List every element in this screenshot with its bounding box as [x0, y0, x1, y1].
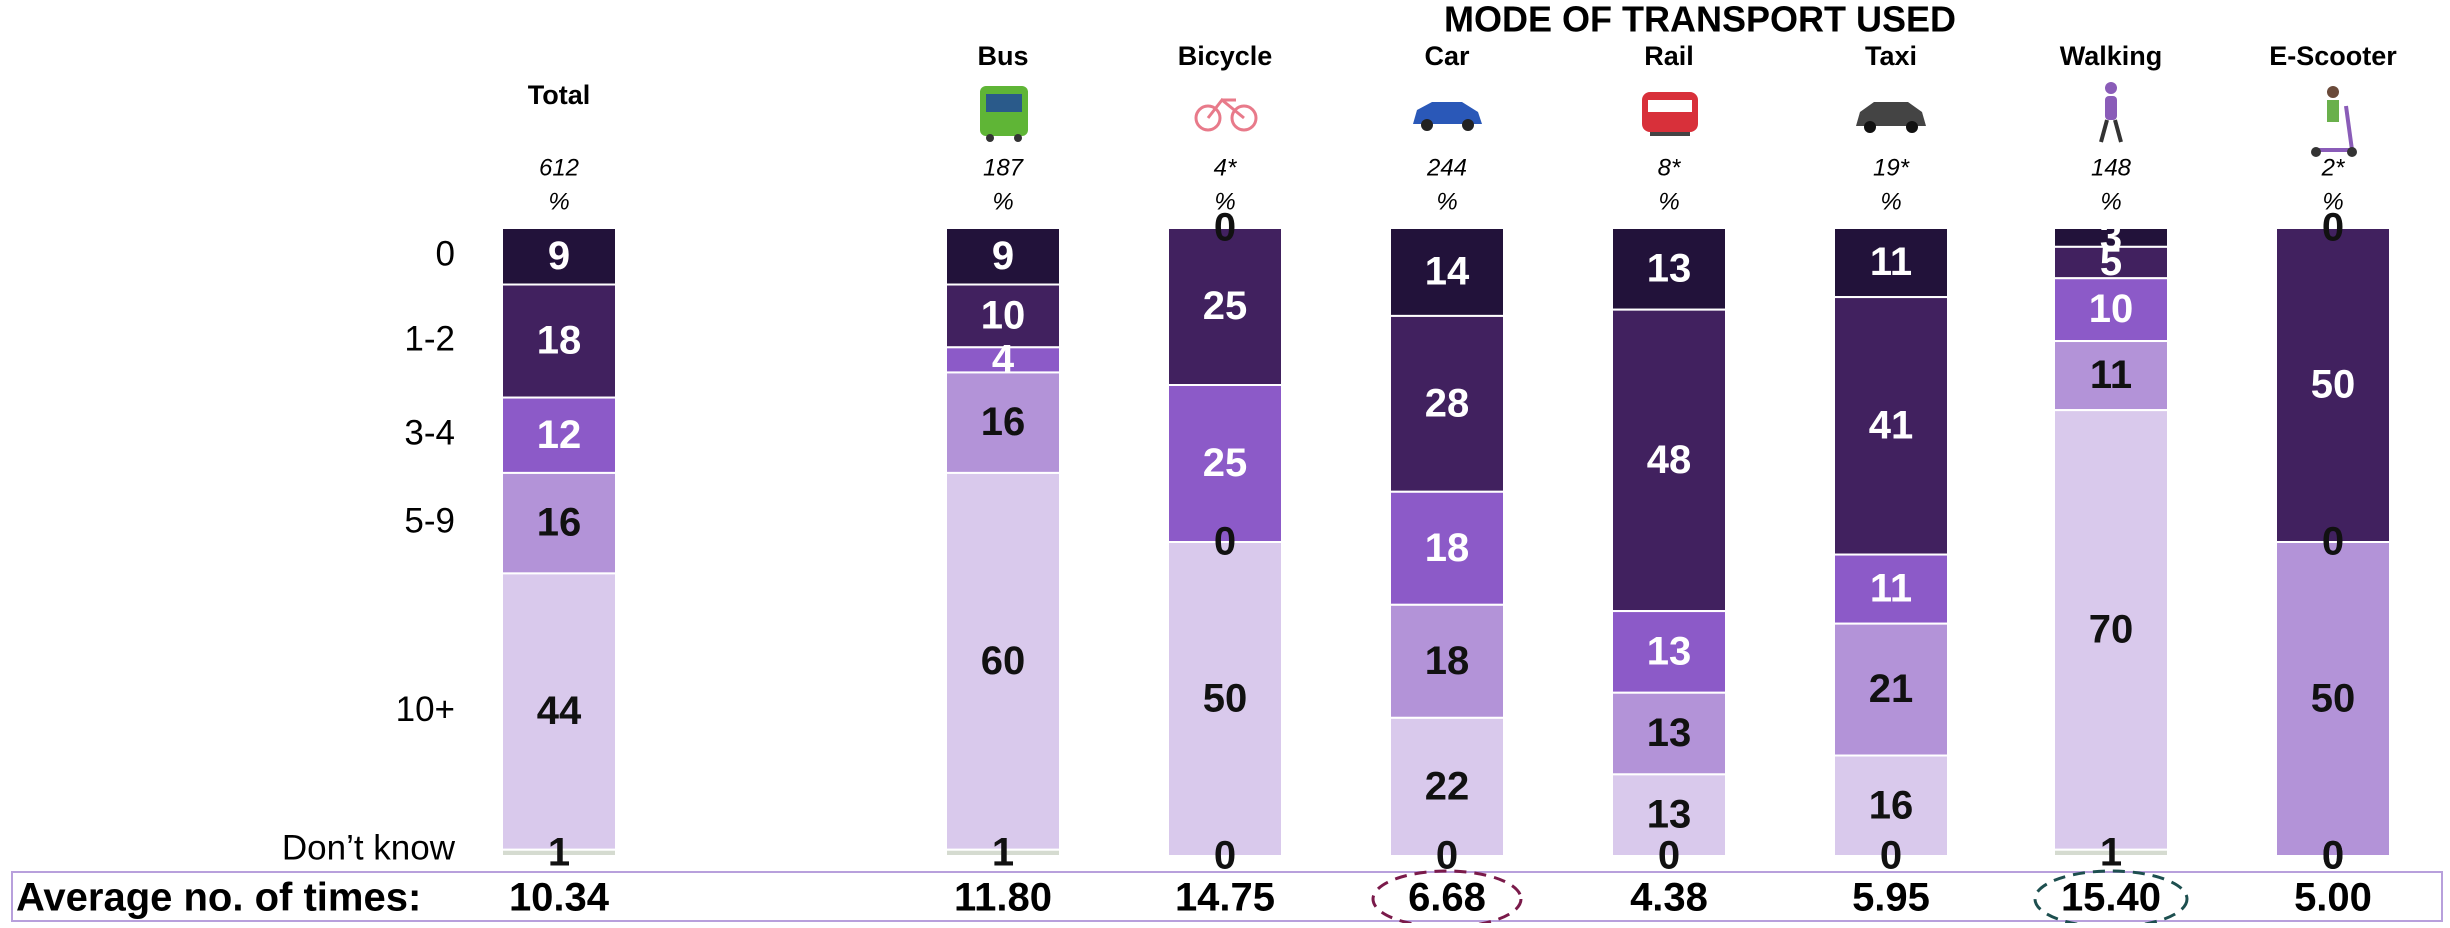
- segment-label: 5: [2100, 240, 2122, 284]
- segment-label: 50: [2311, 363, 2356, 407]
- page: {"chart_data": { "type": "bar", "stacked…: [0, 0, 2450, 923]
- row-label: Don’t know: [282, 828, 456, 867]
- average-value: 5.00: [2294, 876, 2372, 920]
- base-size: 187: [983, 154, 1025, 181]
- segment-label: 13: [1647, 711, 1692, 755]
- segment-label: 16: [537, 501, 582, 545]
- segment-label: 13: [1647, 629, 1692, 673]
- unit-label: %: [992, 188, 1013, 215]
- segment-label: 10: [981, 293, 1026, 337]
- base-size: 148: [2091, 154, 2132, 181]
- chart-title: MODE OF TRANSPORT USED: [1444, 0, 1956, 40]
- category-label: Total: [528, 80, 591, 110]
- bus-icon: [980, 86, 1028, 142]
- segment-label: 16: [981, 400, 1026, 444]
- unit-label: %: [1880, 188, 1901, 215]
- segment-label: 0: [2322, 520, 2344, 564]
- segment-label: 0: [1214, 206, 1236, 250]
- segment-label: 18: [1425, 526, 1470, 570]
- segment-label: 18: [537, 319, 582, 363]
- segment-label: 25: [1203, 441, 1248, 485]
- segment-label: 1: [992, 830, 1014, 874]
- segment-label: 0: [1214, 520, 1236, 564]
- segment-label: 14: [1425, 250, 1470, 294]
- e-scooter-icon: [2311, 86, 2357, 157]
- segment-label: 11: [1870, 240, 1912, 284]
- average-label: Average no. of times:: [16, 876, 421, 920]
- segment-label: 0: [2322, 834, 2344, 878]
- average-value: 14.75: [1175, 876, 1275, 920]
- base-size: 244: [1426, 154, 1467, 181]
- segment-label: 12: [537, 413, 582, 457]
- base-size: 4*: [1214, 154, 1237, 181]
- unit-label: %: [2100, 188, 2121, 215]
- row-label: 0: [436, 235, 455, 274]
- car-icon: [1413, 102, 1482, 131]
- segment-label: 0: [1880, 834, 1902, 878]
- base-size: 8*: [1658, 154, 1681, 181]
- segment-label: 1: [548, 830, 570, 874]
- segment-label: 11: [1870, 567, 1912, 611]
- base-size: 2*: [2321, 154, 2345, 181]
- segment-label: 18: [1425, 639, 1470, 683]
- segment-label: 1: [2100, 830, 2122, 874]
- segment-label: 48: [1647, 438, 1692, 482]
- row-label: 5-9: [404, 501, 455, 540]
- segment-label: 13: [1647, 246, 1692, 290]
- segment-label: 41: [1869, 403, 1914, 447]
- row-label: 3-4: [404, 413, 455, 452]
- segment-label: 0: [2322, 206, 2344, 250]
- taxi-icon: [1856, 102, 1926, 133]
- segment-label: 0: [1658, 834, 1680, 878]
- rail-icon: [1642, 92, 1698, 136]
- segment-label: 21: [1869, 667, 1914, 711]
- unit-label: %: [548, 188, 569, 215]
- walking-icon: [2101, 82, 2121, 142]
- segment-label: 50: [2311, 677, 2356, 721]
- average-value: 15.40: [2061, 876, 2161, 920]
- segment-label: 0: [1436, 834, 1458, 878]
- segment-label: 25: [1203, 284, 1248, 328]
- bicycle-icon: [1196, 100, 1256, 130]
- segment-label: 22: [1425, 764, 1470, 808]
- segment-label: 13: [1647, 793, 1692, 837]
- segment-label: 0: [1214, 834, 1236, 878]
- segment-label: 16: [1869, 783, 1914, 827]
- segment-label: 50: [1203, 677, 1248, 721]
- segment-label: 10: [2089, 287, 2134, 331]
- average-value: 10.34: [509, 876, 610, 920]
- category-label: Bus: [977, 41, 1028, 71]
- category-label: Bicycle: [1178, 41, 1273, 71]
- unit-label: %: [1658, 188, 1679, 215]
- average-value: 11.80: [954, 876, 1052, 920]
- category-label: Walking: [2060, 41, 2163, 71]
- segment-label: 11: [2090, 353, 2132, 397]
- average-value: 5.95: [1852, 876, 1930, 920]
- segment-label: 9: [992, 234, 1014, 278]
- category-label: Car: [1424, 41, 1470, 71]
- category-label: E-Scooter: [2269, 41, 2397, 71]
- segment-label: 28: [1425, 381, 1470, 425]
- unit-label: %: [1436, 188, 1457, 215]
- category-label: Taxi: [1865, 41, 1917, 71]
- segment-label: 9: [548, 234, 570, 278]
- average-value: 6.68: [1408, 876, 1486, 920]
- row-label: 1-2: [404, 319, 455, 358]
- category-label: Rail: [1644, 41, 1694, 71]
- segment-label: 60: [981, 639, 1026, 683]
- average-value: 4.38: [1630, 876, 1708, 920]
- segment-label: 70: [2089, 607, 2134, 651]
- icons: [980, 82, 2357, 157]
- chart: MODE OF TRANSPORT USED Average no. of ti…: [0, 0, 2450, 923]
- segment-label: 44: [537, 689, 582, 733]
- row-label: 10+: [396, 690, 455, 729]
- base-size: 612: [539, 154, 579, 181]
- segment-label: 4: [992, 337, 1015, 381]
- base-size: 19*: [1873, 154, 1910, 181]
